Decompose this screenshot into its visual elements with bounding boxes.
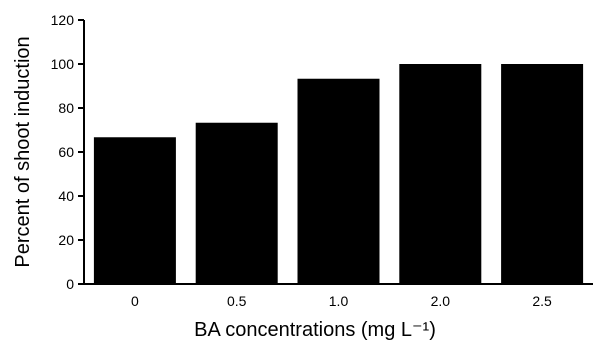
x-tick-label: 0.5 (227, 293, 247, 309)
y-tick-label: 100 (51, 56, 75, 72)
x-tick-label: 1.0 (329, 293, 349, 309)
x-axis-title: BA concentrations (mg L⁻¹) (194, 319, 436, 341)
x-axis-ticks: 0 0.5 1.0 2.0 2.5 (131, 293, 552, 309)
bar-2-5 (501, 64, 584, 284)
y-tick-label: 120 (51, 12, 75, 28)
x-tick-label: 2.0 (431, 293, 451, 309)
bar-2-0 (399, 64, 482, 284)
y-tick-label: 20 (58, 232, 74, 248)
y-tick-label: 80 (58, 100, 74, 116)
y-tick-label: 40 (58, 188, 74, 204)
y-axis-ticks: 0 20 40 60 80 100 120 (51, 12, 84, 292)
y-axis-title: Percent of shoot induction (12, 36, 34, 267)
y-tick-label: 0 (66, 276, 74, 292)
x-tick-label: 2.5 (532, 293, 552, 309)
y-tick-label: 60 (58, 144, 74, 160)
bar-1-0 (297, 78, 380, 285)
bar-0-5 (195, 122, 278, 285)
bars (93, 64, 584, 285)
bar-0 (93, 137, 176, 284)
x-tick-label: 0 (131, 293, 139, 309)
